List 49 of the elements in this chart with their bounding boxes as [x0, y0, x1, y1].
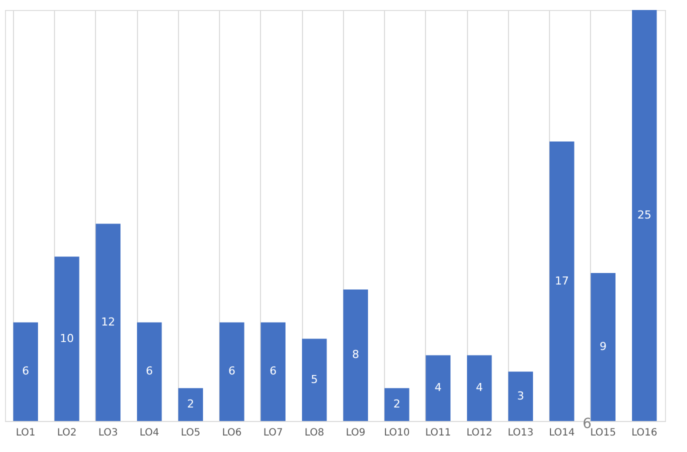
bar: [426, 355, 450, 421]
bar: [96, 224, 120, 421]
bar: [384, 388, 410, 421]
data-label: 17: [554, 274, 569, 288]
bar: [260, 322, 286, 421]
data-label: 10: [60, 332, 74, 345]
x-tick-label: LO5: [180, 428, 200, 438]
x-tick-label: LO4: [140, 428, 160, 438]
bar: [343, 289, 368, 421]
data-label: 2: [393, 398, 400, 411]
bar: [632, 10, 657, 421]
bar: [137, 322, 162, 421]
data-label: 5: [310, 372, 318, 386]
x-tick-label: LO14: [548, 428, 575, 438]
x-tick-label: LO3: [98, 428, 118, 438]
data-label: 3: [517, 389, 524, 402]
x-tick-label: LO9: [346, 428, 366, 438]
bar: [54, 256, 80, 421]
bar: [302, 338, 327, 421]
data-label: 6: [270, 364, 277, 378]
data-label: 6: [146, 364, 153, 378]
bar: [508, 372, 533, 421]
annotation: 6: [582, 416, 592, 432]
data-label: 9: [600, 340, 607, 354]
bar: [220, 322, 244, 421]
bar: [13, 322, 38, 421]
data-label: 4: [476, 381, 483, 394]
x-tick-label: LO16: [631, 428, 658, 438]
x-tick-label: LO8: [304, 428, 324, 438]
data-label: 6: [228, 364, 236, 378]
data-label: 12: [101, 315, 116, 328]
bar: [467, 355, 492, 421]
bar: [178, 388, 203, 421]
x-tick-label: LO1: [16, 428, 36, 438]
bar: [550, 142, 574, 421]
x-tick-label: LO12: [466, 428, 492, 438]
x-tick-label: LO10: [384, 428, 410, 438]
x-tick-label: LO11: [425, 428, 452, 438]
x-tick-label: LO7: [263, 428, 283, 438]
data-label: 8: [352, 348, 360, 362]
x-tick-label: LO13: [508, 428, 534, 438]
data-label: 2: [187, 398, 194, 411]
x-tick-label: LO15: [590, 428, 616, 438]
bar: [590, 273, 616, 421]
x-tick-label: LO6: [222, 428, 242, 438]
data-label: 6: [22, 364, 30, 378]
data-label: 25: [637, 208, 652, 222]
data-label: 4: [434, 381, 442, 394]
x-tick-label: LO2: [57, 428, 77, 438]
